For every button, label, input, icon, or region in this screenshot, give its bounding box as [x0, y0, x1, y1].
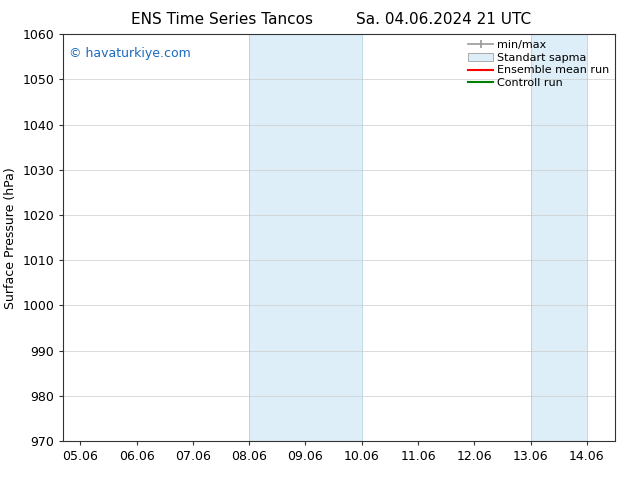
Text: © havaturkiye.com: © havaturkiye.com — [69, 47, 191, 59]
Text: Sa. 04.06.2024 21 UTC: Sa. 04.06.2024 21 UTC — [356, 12, 531, 27]
Bar — [531, 34, 587, 441]
Y-axis label: Surface Pressure (hPa): Surface Pressure (hPa) — [4, 167, 17, 309]
Legend: min/max, Standart sapma, Ensemble mean run, Controll run: min/max, Standart sapma, Ensemble mean r… — [466, 38, 612, 91]
Bar — [249, 34, 362, 441]
Text: ENS Time Series Tancos: ENS Time Series Tancos — [131, 12, 313, 27]
